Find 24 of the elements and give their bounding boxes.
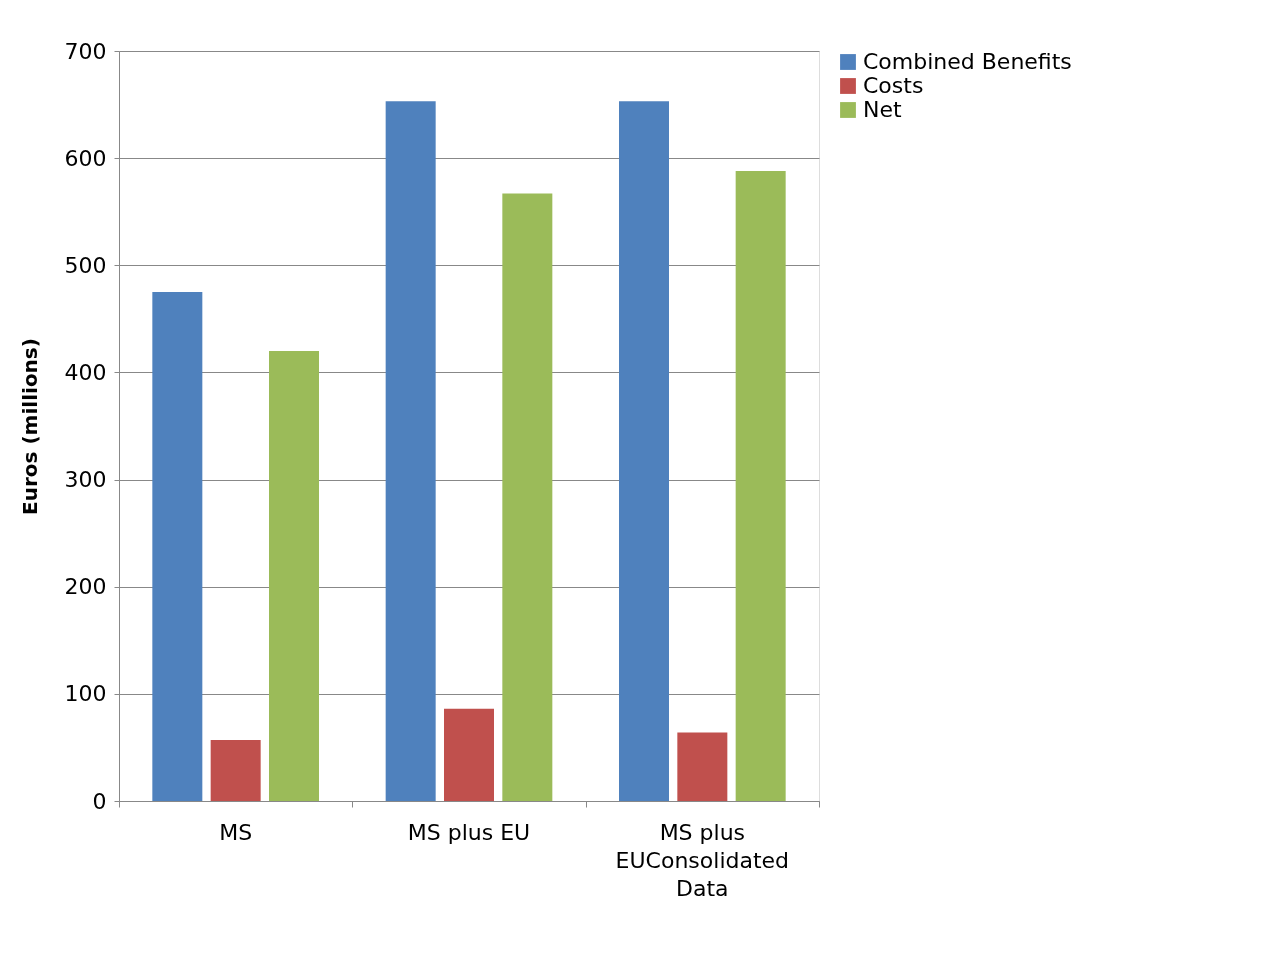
y-tick-label: 600 bbox=[64, 145, 107, 171]
bar bbox=[152, 292, 203, 801]
y-tick-label: 0 bbox=[92, 788, 107, 814]
legend-label: Costs bbox=[863, 73, 924, 98]
legend-label: Combined Benefits bbox=[863, 49, 1072, 74]
y-tick-label: 700 bbox=[64, 38, 107, 64]
bar bbox=[677, 732, 728, 801]
y-tick-label: 300 bbox=[64, 467, 107, 493]
bar bbox=[444, 708, 494, 801]
x-tick-label: MS plus EU bbox=[407, 820, 531, 845]
bar bbox=[735, 171, 786, 801]
bar bbox=[210, 739, 261, 801]
x-tick-label: MS bbox=[219, 820, 253, 845]
bar bbox=[269, 351, 319, 801]
y-tick-label: 100 bbox=[64, 681, 107, 707]
bar bbox=[385, 101, 436, 801]
y-tick-label: 200 bbox=[64, 574, 107, 600]
x-tick-label: MS plus EUConsolidated Data bbox=[615, 820, 790, 901]
y-axis-title: Euros (millions) bbox=[17, 338, 42, 515]
y-tick-label: 500 bbox=[64, 252, 107, 278]
legend-label: Net bbox=[863, 97, 902, 122]
bar bbox=[502, 193, 553, 801]
bar bbox=[619, 101, 669, 801]
y-tick-label: 400 bbox=[64, 359, 107, 385]
